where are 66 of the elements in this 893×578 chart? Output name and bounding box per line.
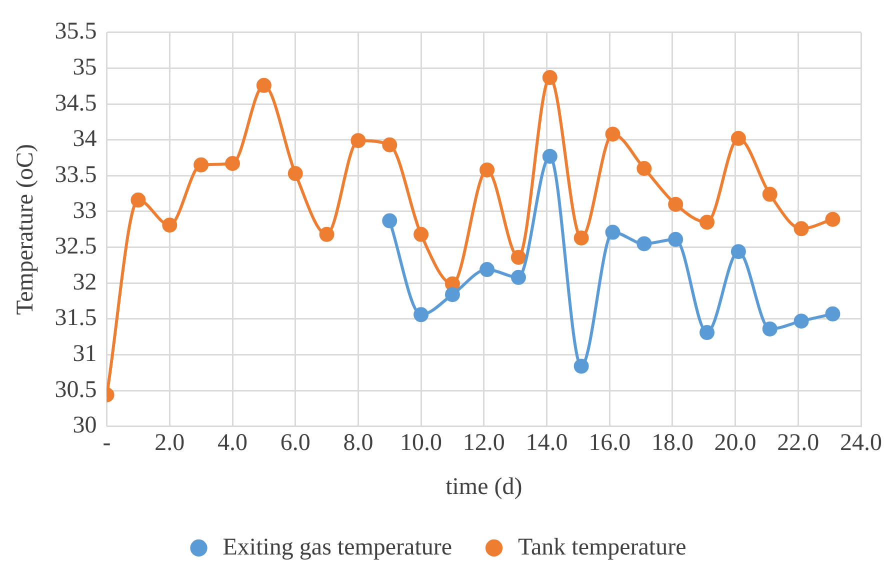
x-tick-label: 8.0 xyxy=(343,430,374,456)
y-tick-label: 34.5 xyxy=(54,90,97,116)
y-tick-label: 35.5 xyxy=(54,18,97,45)
y-tick-label: 35 xyxy=(72,54,97,81)
point xyxy=(730,130,746,146)
point xyxy=(794,221,809,236)
y-tick-label: 32.5 xyxy=(54,234,97,260)
point xyxy=(510,270,526,285)
point xyxy=(825,212,840,227)
x-tick-label: 12.0 xyxy=(462,430,505,456)
point xyxy=(256,78,272,93)
x-tick-label: 4.0 xyxy=(218,430,248,456)
y-tick-label: 30 xyxy=(72,412,97,439)
legend-label: Tank temperature xyxy=(518,534,686,560)
x-tick-label: 18.0 xyxy=(651,430,694,456)
point xyxy=(414,226,429,242)
y-tick-label: 31 xyxy=(72,341,97,368)
y-tick-label: 31.5 xyxy=(54,305,97,332)
point xyxy=(225,156,240,171)
y-tick-label: 34 xyxy=(72,126,97,152)
point xyxy=(162,218,178,233)
x-tick-label: 22.0 xyxy=(777,430,820,456)
point xyxy=(382,137,398,152)
y-tick-label: 33.5 xyxy=(54,162,97,188)
point xyxy=(542,70,558,86)
point xyxy=(668,232,684,247)
point xyxy=(444,287,460,302)
point xyxy=(574,358,589,374)
point xyxy=(825,306,840,322)
point xyxy=(574,230,589,246)
y-tick-label: 33 xyxy=(72,198,97,224)
x-tick-label: 20.0 xyxy=(714,430,756,456)
x-axis-title: time (d) xyxy=(446,474,522,500)
x-tick-label: 2.0 xyxy=(154,430,185,456)
point xyxy=(636,236,652,252)
point xyxy=(605,126,620,142)
point xyxy=(762,321,778,336)
x-tick-label: 14.0 xyxy=(526,430,568,456)
point xyxy=(350,133,366,148)
x-tick-label: 6.0 xyxy=(280,430,310,456)
legend-label: Exiting gas temperature xyxy=(222,534,452,560)
point xyxy=(700,325,715,340)
point xyxy=(605,224,620,240)
point xyxy=(668,196,684,212)
point xyxy=(636,161,652,176)
point xyxy=(762,186,778,202)
x-tick-label: - xyxy=(102,430,111,456)
point xyxy=(130,192,146,208)
point xyxy=(480,162,495,178)
point xyxy=(730,244,746,260)
point xyxy=(288,166,303,182)
point xyxy=(700,214,715,230)
point xyxy=(194,157,209,172)
x-tick-label: 24.0 xyxy=(840,430,882,456)
y-axis-title: Temperature (oC) xyxy=(12,144,39,315)
point xyxy=(319,226,334,242)
x-tick-label: 10.0 xyxy=(400,430,442,456)
point xyxy=(794,314,809,329)
point xyxy=(480,262,495,278)
point xyxy=(510,250,526,265)
x-tick-label: 16.0 xyxy=(588,430,631,456)
y-tick-label: 32 xyxy=(72,269,97,296)
point xyxy=(382,213,398,228)
y-tick-label: 30.5 xyxy=(54,376,97,403)
point xyxy=(414,307,429,322)
point xyxy=(542,148,558,164)
